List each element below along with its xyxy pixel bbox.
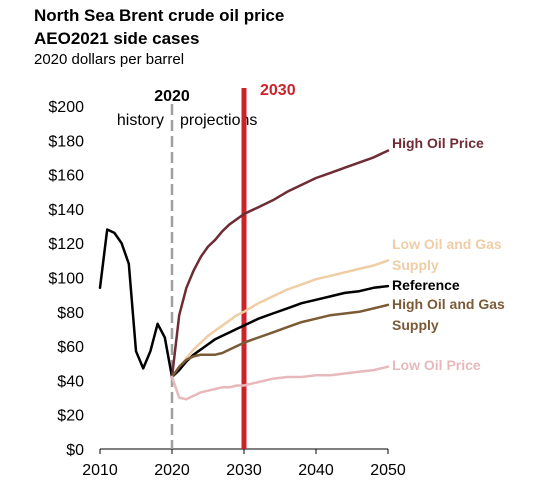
y-tick-label: $20 xyxy=(57,408,84,425)
history-label: history xyxy=(117,112,164,129)
series-line xyxy=(170,149,390,379)
series-labels: High Oil Price Low Oil and Gas Supply Refer… xyxy=(392,135,505,373)
highlight-year-label: 2030 xyxy=(260,82,296,99)
y-tick-label: $160 xyxy=(48,168,84,185)
series-label: Supply xyxy=(392,257,439,273)
y-tick-label: $140 xyxy=(48,202,84,219)
x-tick-label: 2010 xyxy=(82,462,118,479)
y-tick-label: $80 xyxy=(57,305,84,322)
series-line xyxy=(98,228,174,379)
series-line xyxy=(170,284,390,379)
y-tick-label: $180 xyxy=(48,133,84,150)
series-label: High Oil and Gas xyxy=(392,296,505,312)
x-tick-label: 2040 xyxy=(298,462,334,479)
chart-subtitle: 2020 dollars per barrel xyxy=(34,51,185,68)
chart-title-line-2: AEO2021 side cases xyxy=(34,29,200,48)
divider-year-label: 2020 xyxy=(154,88,190,105)
series-line xyxy=(170,303,390,379)
x-tick-label: 2020 xyxy=(154,462,190,479)
series-label: Reference xyxy=(392,277,460,293)
series-line xyxy=(170,365,390,401)
chart-title: North Sea Brent crude oil price AEO2021 … xyxy=(34,4,284,50)
series-line xyxy=(170,259,390,379)
series-label: Supply xyxy=(392,317,439,333)
x-tick-label: 2050 xyxy=(370,462,406,479)
series-label: Low Oil Price xyxy=(392,357,481,373)
y-tick-label: $120 xyxy=(48,236,84,253)
projections-label: projections xyxy=(180,112,257,129)
y-tick-label: $0 xyxy=(66,442,84,459)
axes: $0 $20 $40 $60 $80 $100 $120 $140 $160 $180 $200 20… xyxy=(48,99,405,479)
y-tick-label: $60 xyxy=(57,339,84,356)
y-tick-label: $40 xyxy=(57,373,84,390)
series-lines xyxy=(98,149,390,401)
y-tick-label: $100 xyxy=(48,271,84,288)
series-label: Low Oil and Gas xyxy=(392,236,502,252)
series-label: High Oil Price xyxy=(392,135,484,151)
x-tick-label: 2030 xyxy=(226,462,262,479)
y-tick-label: $200 xyxy=(48,99,84,116)
chart-title-line-1: North Sea Brent crude oil price xyxy=(34,6,285,25)
